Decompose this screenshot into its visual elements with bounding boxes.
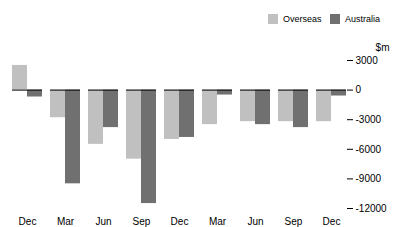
svg-text:Mar2009: Mar2009 — [54, 215, 77, 227]
html-text:Overseas: Overseas — [283, 13, 322, 24]
svg-text:Dec2008: Dec2008 — [16, 215, 39, 227]
svg-text:Sep: Sep — [133, 215, 151, 226]
svg-text:Jun: Jun — [95, 215, 111, 226]
svg-text:Dec: Dec — [171, 215, 189, 226]
svg-text:-9000: -9000 — [356, 173, 382, 184]
svg-text:$m: $m — [376, 41, 390, 52]
svg-text:Mar2010: Mar2010 — [206, 215, 229, 227]
svg-text:-3000: -3000 — [356, 113, 382, 124]
svg-text:-6000: -6000 — [356, 143, 382, 154]
svg-text:Jun: Jun — [247, 215, 263, 226]
svg-text:-12000: -12000 — [356, 202, 388, 213]
html-text:Australia: Australia — [345, 13, 380, 24]
svg-text:0: 0 — [356, 84, 362, 95]
svg-text:Sep: Sep — [285, 215, 303, 226]
svg-text:Dec: Dec — [323, 215, 341, 226]
svg-text:3000: 3000 — [356, 54, 379, 65]
